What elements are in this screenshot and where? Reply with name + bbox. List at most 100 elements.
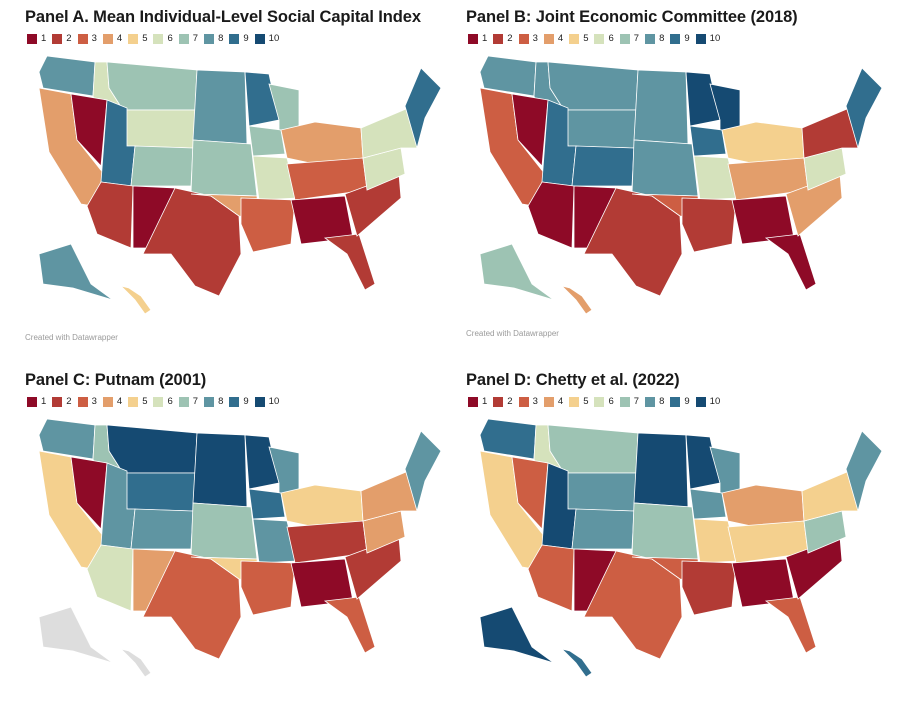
region-florida <box>764 596 817 654</box>
region-wyoming <box>563 472 637 512</box>
legend-label: 8 <box>659 396 665 407</box>
region-alaska <box>479 606 555 664</box>
region-nebraska-kansas <box>631 502 699 560</box>
legend-label: 10 <box>268 33 280 44</box>
region-northwest <box>38 55 96 97</box>
legend-swatch <box>27 396 37 407</box>
legend-item: 3 <box>77 396 97 407</box>
legend-swatch <box>518 33 529 44</box>
legend-label: 7 <box>633 396 640 407</box>
legend-item: 3 <box>77 33 97 44</box>
legend-label: 6 <box>167 396 173 407</box>
region-mid-atlantic <box>801 105 859 159</box>
region-iowa <box>248 488 286 520</box>
legend-item: 4 <box>102 396 122 407</box>
legend-swatch <box>27 33 37 44</box>
region-great-lakes <box>280 484 364 528</box>
legend-label: 6 <box>608 396 614 407</box>
legend-item: 8 <box>204 33 223 44</box>
region-iowa <box>689 488 727 520</box>
legend-label: 9 <box>243 396 249 407</box>
legend-label: 2 <box>66 33 72 44</box>
legend-swatch <box>543 33 554 44</box>
region-southwest <box>86 181 134 249</box>
credit-note: Created with Datawrapper <box>466 329 559 338</box>
legend-label: 5 <box>583 33 589 44</box>
region-southwest <box>527 181 575 249</box>
region-great-lakes <box>721 484 805 528</box>
legend-swatch <box>178 33 189 44</box>
legend-label: 9 <box>684 33 690 44</box>
legend-label: 3 <box>91 33 97 44</box>
region-mid-atlantic <box>801 468 859 522</box>
panel-title: Panel B: Joint Economic Committee (2018) <box>466 8 798 26</box>
legend-item: 6 <box>594 33 614 44</box>
legend-item: 4 <box>102 33 123 44</box>
legend-item: 2 <box>493 396 513 407</box>
region-northwest <box>38 418 96 460</box>
legend-item: 7 <box>178 33 199 44</box>
region-south-central <box>681 197 737 253</box>
legend-label: 9 <box>243 33 249 44</box>
us-map <box>479 418 883 678</box>
region-colorado <box>571 508 635 550</box>
legend-label: 10 <box>268 396 280 407</box>
legend-item: 9 <box>670 33 690 44</box>
legend-swatch <box>619 33 630 44</box>
region-hawaii <box>119 648 152 678</box>
region-great-lakes <box>280 121 364 165</box>
legend-swatch <box>204 396 215 407</box>
legend-swatch <box>695 33 706 44</box>
legend-label: 7 <box>192 396 199 407</box>
legend-item: 9 <box>229 396 249 407</box>
legend-item: 5 <box>128 33 147 44</box>
legend-item: 7 <box>619 33 640 44</box>
legend-swatch <box>204 33 215 44</box>
legend-item: 1 <box>27 33 46 44</box>
legend-label: 9 <box>684 396 690 407</box>
legend-label: 4 <box>116 33 123 44</box>
legend-swatch <box>153 396 164 407</box>
legend-item: 7 <box>619 396 640 407</box>
legend-item: 6 <box>153 396 173 407</box>
legend-swatch <box>670 396 681 407</box>
region-montana <box>547 424 639 474</box>
region-florida <box>764 233 817 291</box>
panel-b: Panel B: Joint Economic Committee (2018)… <box>466 8 905 353</box>
legend-item: 8 <box>645 396 664 407</box>
region-montana <box>547 61 639 111</box>
region-mid-atlantic <box>360 105 418 159</box>
region-hawaii <box>560 285 593 315</box>
legend-label: 7 <box>633 33 640 44</box>
legend-item: 1 <box>468 33 487 44</box>
region-nevada <box>70 93 108 167</box>
panel-title: Panel D: Chetty et al. (2022) <box>466 371 680 389</box>
legend-label: 8 <box>218 396 224 407</box>
legend-item: 6 <box>594 396 614 407</box>
legend-swatch <box>645 33 656 44</box>
legend-item: 7 <box>178 396 199 407</box>
legend-item: 5 <box>569 33 588 44</box>
region-dakotas <box>192 432 248 508</box>
legend-item: 9 <box>229 33 249 44</box>
legend-swatch <box>569 33 580 44</box>
legend-label: 1 <box>482 396 488 407</box>
legend-label: 5 <box>142 396 148 407</box>
region-new-england <box>845 67 883 150</box>
legend-item: 3 <box>518 33 538 44</box>
region-new-england <box>404 430 442 513</box>
legend-label: 2 <box>507 33 513 44</box>
legend-swatch <box>229 33 240 44</box>
legend-label: 7 <box>192 33 199 44</box>
region-iowa <box>689 125 727 157</box>
legend-swatch <box>128 396 139 407</box>
legend-label: 2 <box>507 396 513 407</box>
us-map <box>38 55 442 315</box>
region-new-england <box>845 430 883 513</box>
legend-swatch <box>543 396 554 407</box>
region-south-central <box>240 560 296 616</box>
legend-swatch <box>695 396 706 407</box>
legend-swatch <box>645 396 656 407</box>
region-southwest <box>86 544 134 612</box>
